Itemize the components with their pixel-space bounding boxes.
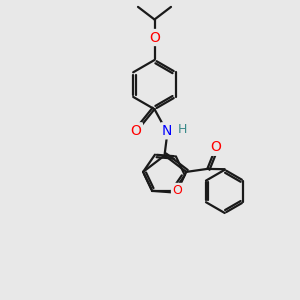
Text: O: O — [210, 140, 221, 154]
Text: O: O — [149, 31, 160, 44]
Text: O: O — [130, 124, 141, 138]
Text: H: H — [178, 123, 188, 136]
Text: O: O — [172, 184, 182, 197]
Text: N: N — [162, 124, 172, 138]
